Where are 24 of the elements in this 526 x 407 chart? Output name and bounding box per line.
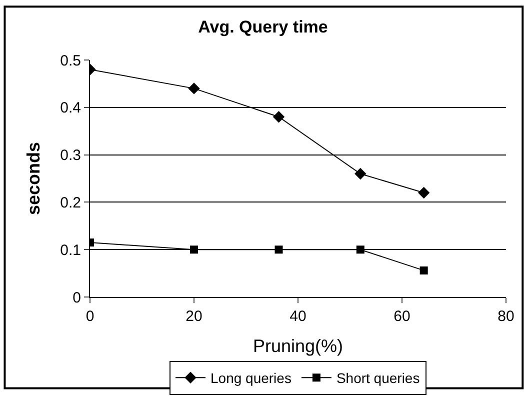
x-tick-label: 80 [498,308,514,325]
point [354,168,366,180]
point [418,186,430,199]
x-tick-label: 0 [86,308,94,325]
x-axis-title: Pruning(%) [252,336,344,356]
point [420,266,428,274]
point [272,111,285,123]
point [274,246,283,254]
point [190,246,198,254]
chart-title: Avg. Query time [198,17,328,36]
x-tick-label: 20 [186,308,202,325]
x-tick-label: 40 [290,308,306,325]
x-tick-label: 60 [394,308,410,325]
legend-label: Short queries [336,370,420,386]
y-tick-label: 0.3 [60,147,81,164]
point [188,82,200,94]
y-tick-label: 0.1 [60,242,81,259]
y-tick-label: 0.4 [60,100,81,117]
y-tick-label: 0.5 [60,52,81,70]
y-tick-label: 0.2 [60,194,81,212]
point [356,246,364,254]
y-tick-label: 0 [72,289,81,306]
y-axis-title: seconds [23,142,44,216]
legend-label: Long queries [210,370,292,386]
